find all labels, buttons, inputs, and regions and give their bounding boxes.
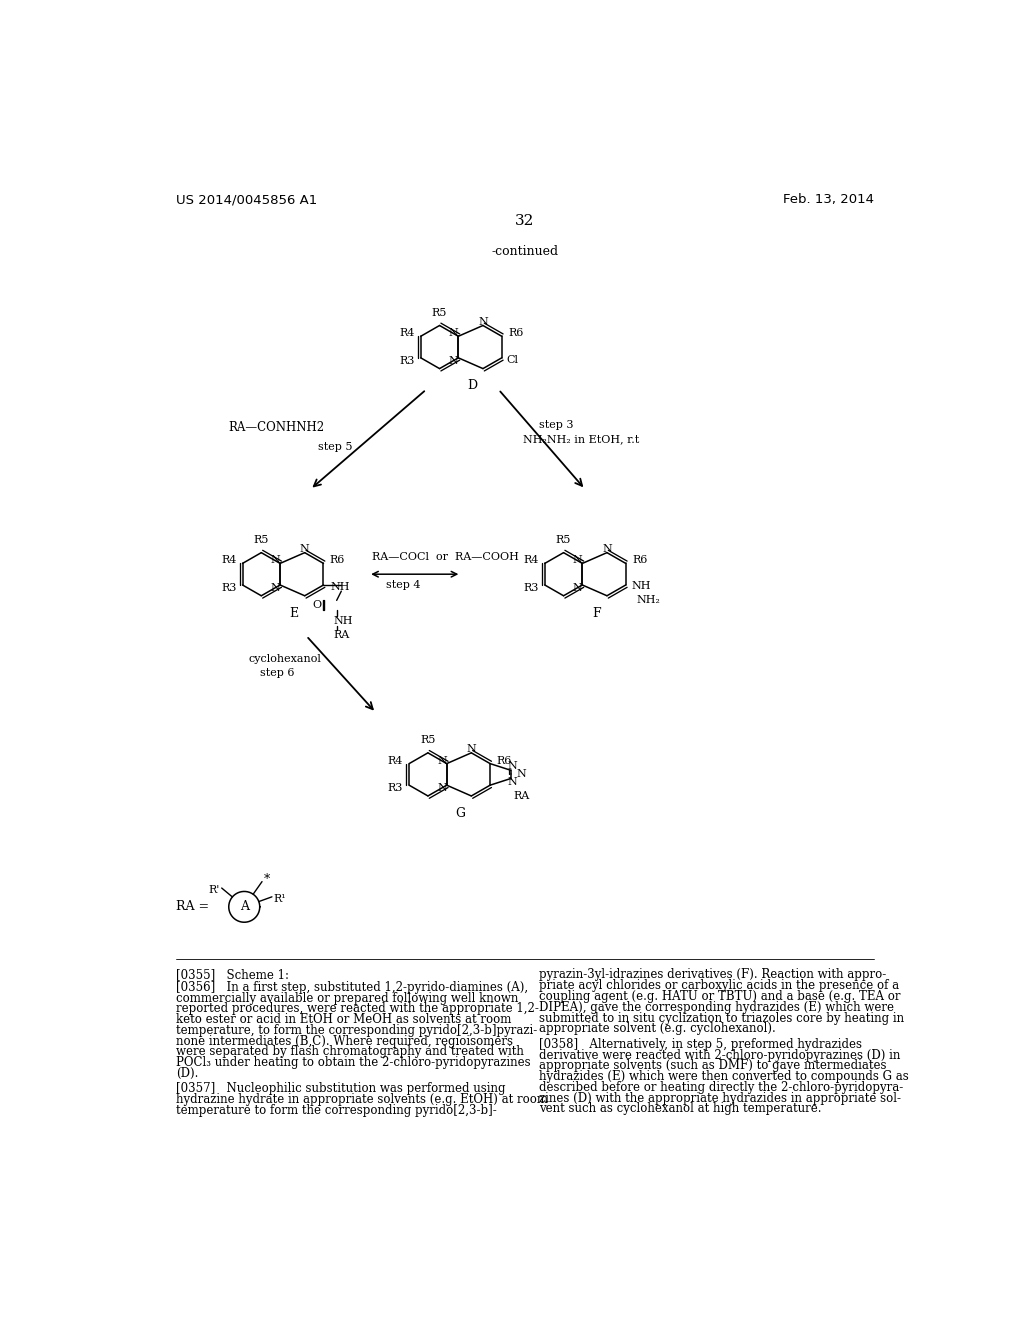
Text: R6: R6 (632, 556, 647, 565)
Text: R3: R3 (221, 583, 237, 593)
Text: commercially available or prepared following well known: commercially available or prepared follo… (176, 991, 518, 1005)
Text: R4: R4 (221, 556, 237, 565)
Text: R5: R5 (556, 535, 571, 545)
Text: E: E (290, 607, 298, 619)
Text: O: O (312, 601, 322, 610)
Text: N: N (449, 329, 459, 338)
Text: NH₂NH₂ in EtOH, r.t: NH₂NH₂ in EtOH, r.t (523, 434, 640, 444)
Text: appropriate solvent (e.g. cyclohexanol).: appropriate solvent (e.g. cyclohexanol). (539, 1022, 775, 1035)
Text: Feb. 13, 2014: Feb. 13, 2014 (782, 193, 873, 206)
Text: 32: 32 (515, 214, 535, 228)
Text: NH: NH (331, 582, 350, 591)
Text: R5: R5 (432, 308, 447, 318)
Text: pyrazin-3yl-idrazines derivatives (F). Reaction with appro-: pyrazin-3yl-idrazines derivatives (F). R… (539, 969, 886, 982)
Text: N: N (572, 556, 583, 565)
Text: N: N (449, 356, 459, 366)
Text: N: N (300, 544, 309, 554)
Text: R4: R4 (523, 556, 539, 565)
Text: N: N (467, 744, 476, 754)
Text: G: G (456, 807, 466, 820)
Text: submitted to in situ cyclization to triazoles core by heating in: submitted to in situ cyclization to tria… (539, 1011, 904, 1024)
Text: RA—CONHNH2: RA—CONHNH2 (228, 421, 325, 434)
Text: R3: R3 (523, 583, 539, 593)
Text: appropriate solvents (such as DMF) to gave intermediates: appropriate solvents (such as DMF) to ga… (539, 1059, 886, 1072)
Text: NH: NH (334, 615, 353, 626)
Text: R5: R5 (420, 735, 435, 744)
Text: A: A (240, 900, 249, 913)
Text: *: * (263, 873, 270, 886)
Text: US 2014/0045856 A1: US 2014/0045856 A1 (176, 193, 317, 206)
Text: R¹: R¹ (273, 894, 286, 904)
Text: step 3: step 3 (539, 420, 573, 430)
Text: zines (D) with the appropriate hydrazides in appropriate sol-: zines (D) with the appropriate hydrazide… (539, 1092, 901, 1105)
Text: [0356]   In a first step, substituted 1,2-pyrido-diamines (A),: [0356] In a first step, substituted 1,2-… (176, 981, 528, 994)
Text: N: N (270, 556, 281, 565)
Text: hydrazides (E) which were then converted to compounds G as: hydrazides (E) which were then converted… (539, 1071, 908, 1084)
Text: step 4: step 4 (386, 581, 421, 590)
Text: POCl₃ under heating to obtain the 2-chloro-pyridopyrazines: POCl₃ under heating to obtain the 2-chlo… (176, 1056, 530, 1069)
Text: R3: R3 (399, 356, 415, 366)
Text: R6: R6 (330, 556, 345, 565)
Text: N: N (437, 783, 446, 793)
Text: N: N (270, 583, 281, 593)
Text: N: N (508, 777, 517, 787)
Text: [0355]   Scheme 1:: [0355] Scheme 1: (176, 969, 289, 982)
Text: N: N (602, 544, 611, 554)
Text: reported procedures, were reacted with the appropriate 1,2-: reported procedures, were reacted with t… (176, 1002, 539, 1015)
Text: Cl: Cl (507, 355, 518, 366)
Text: (D).: (D). (176, 1067, 199, 1080)
Text: F: F (592, 607, 600, 619)
Text: RA: RA (514, 792, 530, 801)
Text: derivative were reacted with 2-chloro-pyridopyrazines (D) in: derivative were reacted with 2-chloro-py… (539, 1048, 900, 1061)
Text: NH: NH (632, 581, 651, 591)
Text: R6: R6 (497, 755, 512, 766)
Text: RA =: RA = (176, 900, 209, 913)
Text: R3: R3 (387, 783, 402, 793)
Text: R4: R4 (387, 755, 402, 766)
Text: [0357]   Nucleophilic substitution was performed using: [0357] Nucleophilic substitution was per… (176, 1082, 506, 1096)
Text: R4: R4 (399, 329, 415, 338)
Text: N: N (572, 583, 583, 593)
Text: N: N (508, 762, 517, 771)
Text: RA—COCl  or  RA—COOH: RA—COCl or RA—COOH (372, 552, 519, 562)
Text: none intermediates (B,C). Where required, regioisomers: none intermediates (B,C). Where required… (176, 1035, 513, 1048)
Text: temperature to form the corresponding pyrido[2,3-b]-: temperature to form the corresponding py… (176, 1104, 497, 1117)
Text: R6: R6 (508, 329, 523, 338)
Text: keto ester or acid in EtOH or MeOH as solvents at room: keto ester or acid in EtOH or MeOH as so… (176, 1014, 511, 1026)
Text: D: D (467, 379, 477, 392)
Text: priate acyl chlorides or carboxylic acids in the presence of a: priate acyl chlorides or carboxylic acid… (539, 979, 899, 993)
Text: [0358]   Alternatively, in step 5, preformed hydrazides: [0358] Alternatively, in step 5, preform… (539, 1038, 862, 1051)
Text: temperature, to form the corresponding pyrido[2,3-b]pyrazi-: temperature, to form the corresponding p… (176, 1024, 538, 1038)
Text: N: N (478, 317, 487, 326)
Text: hydrazine hydrate in appropriate solvents (e.g. EtOH) at room: hydrazine hydrate in appropriate solvent… (176, 1093, 548, 1106)
Text: step 5: step 5 (317, 442, 352, 453)
Text: RA: RA (334, 630, 350, 640)
Text: step 6: step 6 (260, 668, 294, 677)
Text: NH₂: NH₂ (637, 595, 660, 605)
Text: DIPEA), gave the corresponding hydrazides (E) which were: DIPEA), gave the corresponding hydrazide… (539, 1001, 894, 1014)
Text: -continued: -continued (492, 244, 558, 257)
Text: were separated by flash chromatography and treated with: were separated by flash chromatography a… (176, 1045, 524, 1059)
Text: R5: R5 (254, 535, 269, 545)
Text: R': R' (209, 884, 220, 895)
Text: N: N (437, 755, 446, 766)
Text: coupling agent (e.g. HATU or TBTU) and a base (e.g. TEA or: coupling agent (e.g. HATU or TBTU) and a… (539, 990, 900, 1003)
Text: N: N (517, 770, 526, 779)
Text: cyclohexanol: cyclohexanol (248, 653, 321, 664)
Text: vent such as cyclohexanol at high temperature.: vent such as cyclohexanol at high temper… (539, 1102, 821, 1115)
Text: described before or heating directly the 2-chloro-pyridopyra-: described before or heating directly the… (539, 1081, 903, 1094)
